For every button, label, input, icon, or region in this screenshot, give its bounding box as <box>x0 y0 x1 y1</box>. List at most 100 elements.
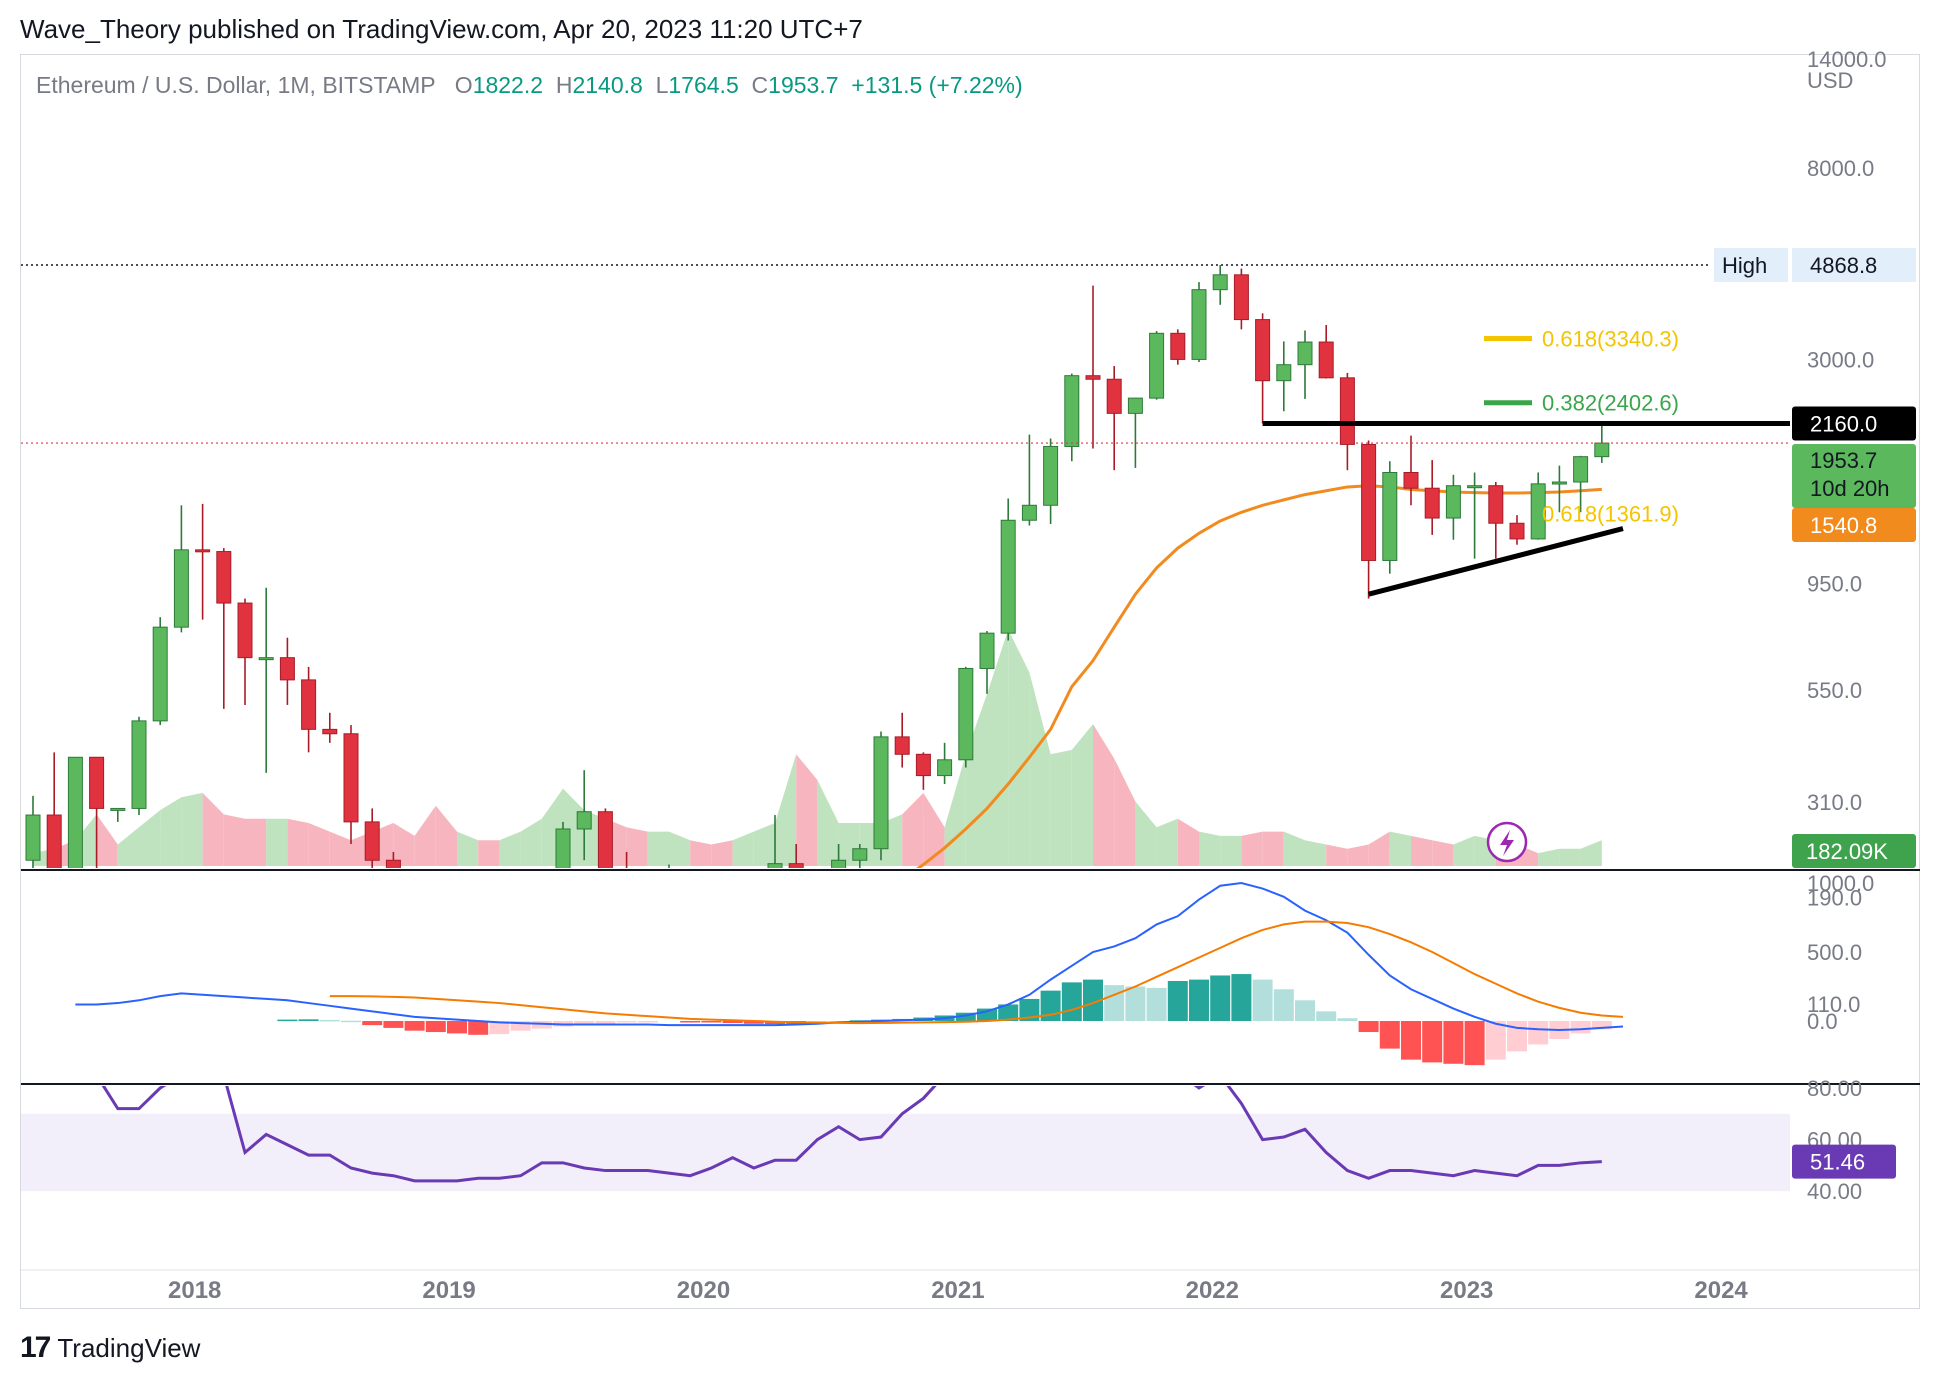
volume-area <box>1093 724 1115 866</box>
candle-body <box>1149 332 1165 399</box>
volume-area <box>626 827 648 866</box>
candle-body <box>894 736 910 755</box>
volume-area <box>1453 835 1475 866</box>
candle-body <box>67 756 83 868</box>
volume-area <box>987 629 1009 866</box>
macd-hist-bar <box>637 1021 658 1023</box>
macd-hist-bar <box>1570 1021 1591 1034</box>
macd-hist-bar <box>1401 1021 1421 1060</box>
symbol-legend: Ethereum / U.S. Dollar, 1M, BITSTAMP O18… <box>36 72 1023 99</box>
symbol-name[interactable]: Ethereum / U.S. Dollar, 1M, BITSTAMP <box>36 72 436 98</box>
candle-body <box>873 736 889 850</box>
candle-body <box>1530 483 1546 540</box>
candle-body <box>726 971 740 982</box>
volume-area <box>96 814 118 866</box>
volume-area <box>1220 835 1242 866</box>
volume-area <box>944 754 966 866</box>
candle-body <box>788 863 804 868</box>
candle-body <box>1573 456 1589 483</box>
macd-hist-bar <box>1591 1021 1612 1030</box>
price-tick: 3000.0 <box>1807 347 1874 372</box>
macd-hist-bar <box>701 1021 722 1023</box>
rsi-value: 51.46 <box>1810 1150 1865 1175</box>
macd-hist-bar <box>531 1021 552 1029</box>
volume-area <box>1368 831 1390 866</box>
candle-body <box>1106 378 1122 414</box>
candle-body <box>1488 485 1504 524</box>
candle-body <box>258 657 274 661</box>
candle-body <box>1424 487 1440 519</box>
volume-area <box>796 754 818 866</box>
candle-body <box>408 887 422 919</box>
low-label: L <box>655 72 669 98</box>
volume-area <box>1135 801 1157 866</box>
macd-hist-bar <box>510 1021 531 1031</box>
volume-area <box>1411 835 1433 866</box>
candle-body <box>1467 485 1483 489</box>
candle-body <box>662 910 676 913</box>
candle-body <box>1170 332 1186 360</box>
published-line: Wave_Theory published on TradingView.com… <box>20 14 863 44</box>
macd-hist-bar <box>341 1020 361 1023</box>
axes: USD24000.014000.08000.03000.0950.0550.03… <box>21 47 1920 1304</box>
volume-area <box>732 831 754 866</box>
tradingview-logo[interactable]: 17 <box>20 1331 51 1364</box>
candle-body <box>937 759 953 777</box>
ema-value: 1540.8 <box>1810 513 1877 538</box>
volume-area <box>1008 629 1030 866</box>
volume-area <box>1432 840 1454 866</box>
macd-hist-bar <box>1464 1021 1485 1066</box>
macd-hist-bar <box>404 1021 425 1031</box>
lightning-icon-bolt <box>1500 830 1514 856</box>
macd-hist-bar <box>447 1021 467 1034</box>
close-value: 1953.7 <box>768 72 839 98</box>
candle-body <box>576 811 592 830</box>
macd-hist-bar <box>298 1019 319 1021</box>
volume-area <box>393 823 415 866</box>
footer: 17 TradingView <box>20 1330 200 1366</box>
currency-label: USD <box>1807 68 1853 93</box>
candle-body <box>1403 471 1419 489</box>
macd-hist-bar <box>1316 1011 1337 1021</box>
volume-area <box>1326 844 1348 866</box>
candle-body <box>1064 375 1080 447</box>
volume-area <box>499 831 521 866</box>
price-tick: 14000.0 <box>1807 47 1887 72</box>
macd-hist-bar <box>955 1012 976 1021</box>
candle-body <box>979 632 995 669</box>
low-value: 1764.5 <box>668 72 739 98</box>
candle-body <box>1382 471 1398 561</box>
tradingview-brand[interactable]: TradingView <box>57 1332 201 1363</box>
macd-pane[interactable] <box>75 881 1624 1066</box>
candle-body <box>1445 485 1461 519</box>
macd-hist-bar <box>998 1004 1019 1021</box>
candle-body <box>1318 341 1334 379</box>
time-tick: 2023 <box>1440 1277 1493 1304</box>
volume-area <box>902 792 924 866</box>
volume-area <box>1071 724 1093 866</box>
candle-body <box>1551 481 1567 485</box>
lightning-icon <box>1486 821 1528 863</box>
candle-body <box>958 667 974 761</box>
price-pane[interactable]: 0.618(3340.3) 0.382(2402.6) 0.618(1361.9) <box>21 264 1790 1066</box>
candle-body <box>1361 443 1377 561</box>
price-tick: 310.0 <box>1807 790 1862 815</box>
rsi-pane[interactable] <box>21 1049 1791 1192</box>
volume-area <box>414 805 436 866</box>
macd-hist-bar <box>425 1021 446 1033</box>
fib-label-upper: 0.618(3340.3) <box>1542 326 1679 351</box>
candle-body <box>641 914 655 920</box>
candle-body <box>747 909 761 971</box>
volume-area <box>1156 818 1178 866</box>
candle-body <box>237 602 253 659</box>
volume-area <box>117 827 139 866</box>
macd-hist-bar <box>1231 974 1252 1021</box>
candle-body <box>343 733 359 823</box>
candle-body <box>1339 377 1355 445</box>
macd-hist-bar <box>1358 1021 1379 1033</box>
rsi-band <box>21 1113 1790 1192</box>
macd-hist-bar <box>1083 979 1103 1021</box>
volume-area <box>1559 848 1581 866</box>
volume-area <box>1283 831 1305 866</box>
